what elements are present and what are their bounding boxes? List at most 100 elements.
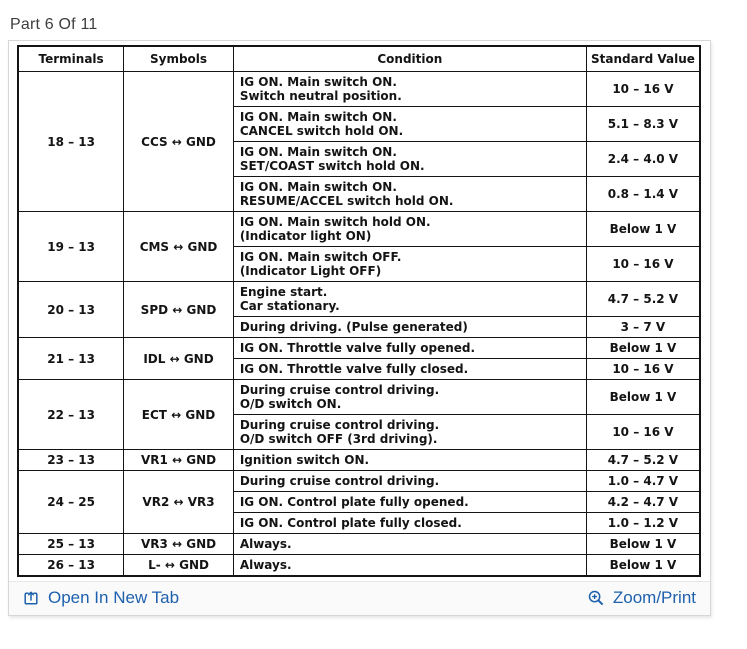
condition-line: IG ON. Throttle valve fully closed. bbox=[239, 362, 469, 376]
condition-cell: Always. bbox=[232, 554, 587, 577]
value-cell: 0.8 – 1.4 V bbox=[585, 176, 701, 212]
terminals-cell: 25 – 13 bbox=[17, 533, 125, 555]
terminals-cell: 23 – 13 bbox=[17, 449, 125, 471]
table-row: 19 – 13 CMS ↔ GND IG ON. Main switch hol… bbox=[17, 211, 701, 282]
document-panel: Terminals Symbols Condition Standard Val… bbox=[8, 40, 711, 616]
condition-line: IG ON. Main switch OFF. bbox=[239, 250, 402, 264]
condition-line: IG ON. Throttle valve fully opened. bbox=[239, 341, 476, 355]
terminals-cell: 19 – 13 bbox=[17, 211, 125, 282]
col-header-terminals: Terminals bbox=[17, 45, 125, 72]
condition-cell: IG ON. Main switch ON. Switch neutral po… bbox=[232, 71, 587, 107]
condition-line: IG ON. Main switch ON. bbox=[239, 180, 397, 194]
value-cell: 10 – 16 V bbox=[585, 71, 701, 107]
condition-line: During cruise control driving. bbox=[239, 474, 440, 488]
table-header-row: Terminals Symbols Condition Standard Val… bbox=[17, 45, 701, 72]
condition-line: Always. bbox=[239, 537, 292, 551]
condition-cell: During cruise control driving. O/D switc… bbox=[232, 379, 587, 415]
condition-line: Switch neutral position. bbox=[239, 89, 402, 103]
table-row: 25 – 13 VR3 ↔ GND Always. Below 1 V bbox=[17, 533, 701, 555]
condition-cell: IG ON. Main switch ON. RESUME/ACCEL swit… bbox=[232, 176, 587, 212]
condition-line: During cruise control driving. bbox=[239, 418, 440, 432]
symbol-cell: IDL ↔ GND bbox=[123, 337, 234, 380]
symbol-cell: SPD ↔ GND bbox=[123, 281, 234, 338]
table-row: 22 – 13 ECT ↔ GND During cruise control … bbox=[17, 379, 701, 450]
value-cell: Below 1 V bbox=[585, 554, 701, 577]
table-row: 23 – 13 VR1 ↔ GND Ignition switch ON. 4.… bbox=[17, 449, 701, 471]
value-cell: 1.0 – 4.7 V bbox=[585, 470, 701, 492]
condition-cell: IG ON. Throttle valve fully closed. bbox=[232, 358, 587, 380]
condition-cell: Always. bbox=[232, 533, 587, 555]
value-cell: 4.7 – 5.2 V bbox=[585, 281, 701, 317]
condition-cell: Engine start. Car stationary. bbox=[232, 281, 587, 317]
page-title: Part 6 Of 11 bbox=[10, 16, 98, 33]
table-row: 20 – 13 SPD ↔ GND Engine start. Car stat… bbox=[17, 281, 701, 338]
condition-line: O/D switch ON. bbox=[239, 397, 342, 411]
condition-cell: IG ON. Main switch hold ON. (Indicator l… bbox=[232, 211, 587, 247]
table-row: IG ON. Main switch ON. RESUME/ACCEL swit… bbox=[18, 176, 701, 212]
condition-line: During cruise control driving. bbox=[239, 383, 440, 397]
condition-cell: IG ON. Main switch ON. CANCEL switch hol… bbox=[232, 106, 587, 142]
open-in-new-tab-label: Open In New Tab bbox=[48, 588, 180, 607]
open-in-new-tab-link[interactable]: Open In New Tab bbox=[23, 588, 179, 608]
symbol-cell: CCS ↔ GND bbox=[123, 71, 234, 212]
condition-cell: During cruise control driving. bbox=[232, 470, 587, 492]
terminals-cell: 24 – 25 bbox=[17, 470, 125, 534]
table-row: 24 – 25 VR2 ↔ VR3 During cruise control … bbox=[17, 470, 701, 534]
symbol-cell: VR1 ↔ GND bbox=[123, 449, 234, 471]
panel-footer: Open In New Tab Zoom/Print bbox=[9, 581, 710, 615]
value-cell: 4.2 – 4.7 V bbox=[585, 491, 701, 513]
symbol-cell: CMS ↔ GND bbox=[123, 211, 234, 282]
value-cell: 1.0 – 1.2 V bbox=[585, 512, 701, 534]
condition-line: During driving. (Pulse generated) bbox=[239, 320, 468, 334]
symbol-cell: VR3 ↔ GND bbox=[123, 533, 234, 555]
value-cell: 10 – 16 V bbox=[585, 414, 701, 450]
table-row: IG ON. Main switch ON. SET/COAST switch … bbox=[18, 141, 701, 177]
condition-line: IG ON. Main switch hold ON. bbox=[239, 215, 431, 229]
condition-line: O/D switch OFF (3rd driving). bbox=[239, 432, 438, 446]
value-cell: 2.4 – 4.0 V bbox=[585, 141, 701, 177]
condition-line: IG ON. Control plate fully closed. bbox=[239, 516, 462, 530]
value-cell: Below 1 V bbox=[585, 211, 701, 247]
condition-line: IG ON. Main switch ON. bbox=[239, 110, 397, 124]
condition-line: IG ON. Control plate fully opened. bbox=[239, 495, 469, 509]
value-cell: 10 – 16 V bbox=[585, 246, 701, 282]
terminals-cell: 21 – 13 bbox=[17, 337, 125, 380]
condition-line: RESUME/ACCEL switch hold ON. bbox=[239, 194, 454, 208]
document-page: Terminals Symbols Condition Standard Val… bbox=[9, 41, 710, 581]
terminals-cell: 22 – 13 bbox=[17, 379, 125, 450]
condition-cell: IG ON. Main switch ON. SET/COAST switch … bbox=[232, 141, 587, 177]
terminals-cell: 26 – 13 bbox=[17, 554, 125, 577]
condition-cell: During cruise control driving. O/D switc… bbox=[232, 414, 587, 450]
condition-line: CANCEL switch hold ON. bbox=[239, 124, 404, 138]
terminals-cell: 18 – 13 bbox=[17, 71, 125, 212]
col-header-standard-value: Standard Value bbox=[585, 45, 701, 72]
magnifier-plus-icon bbox=[587, 589, 605, 607]
value-cell: 10 – 16 V bbox=[585, 358, 701, 380]
zoom-print-link[interactable]: Zoom/Print bbox=[587, 588, 696, 608]
col-header-symbols: Symbols bbox=[123, 45, 234, 72]
condition-line: SET/COAST switch hold ON. bbox=[239, 159, 425, 173]
table-row: IG ON. Control plate fully closed. 1.0 –… bbox=[18, 512, 701, 534]
value-cell: Below 1 V bbox=[585, 533, 701, 555]
condition-cell: IG ON. Main switch OFF. (Indicator Light… bbox=[232, 246, 587, 282]
terminal-spec-table: Terminals Symbols Condition Standard Val… bbox=[17, 45, 701, 577]
condition-cell: IG ON. Throttle valve fully opened. bbox=[232, 337, 587, 359]
symbol-cell: ECT ↔ GND bbox=[123, 379, 234, 450]
condition-line: Car stationary. bbox=[239, 299, 340, 313]
condition-line: IG ON. Main switch ON. bbox=[239, 145, 397, 159]
col-header-condition: Condition bbox=[232, 45, 587, 72]
condition-cell: IG ON. Control plate fully opened. bbox=[232, 491, 587, 513]
condition-line: (Indicator light ON) bbox=[239, 229, 372, 243]
condition-line: Ignition switch ON. bbox=[239, 453, 370, 467]
terminals-cell: 20 – 13 bbox=[17, 281, 125, 338]
condition-line: IG ON. Main switch ON. bbox=[239, 75, 397, 89]
table-row: 21 – 13 IDL ↔ GND IG ON. Throttle valve … bbox=[17, 337, 701, 380]
symbol-cell: VR2 ↔ VR3 bbox=[123, 470, 234, 534]
value-cell: Below 1 V bbox=[585, 337, 701, 359]
condition-line: (Indicator Light OFF) bbox=[239, 264, 382, 278]
table-row: IG ON. Main switch OFF. (Indicator Light… bbox=[18, 246, 701, 282]
open-in-new-tab-icon bbox=[23, 590, 40, 607]
table-row: During cruise control driving. O/D switc… bbox=[18, 414, 701, 450]
table-row: IG ON. Main switch ON. CANCEL switch hol… bbox=[18, 106, 701, 142]
zoom-print-label: Zoom/Print bbox=[612, 588, 696, 607]
